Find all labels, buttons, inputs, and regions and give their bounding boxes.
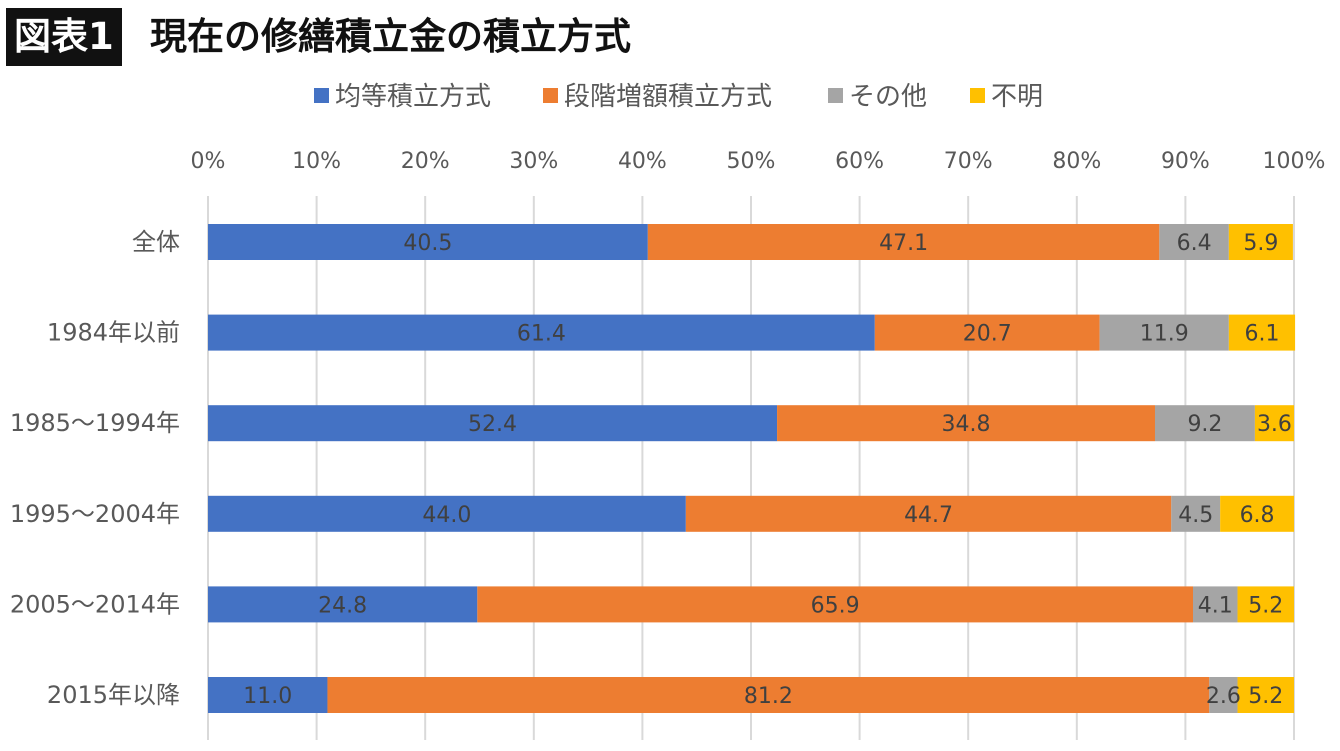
category-label: 1985〜1994年	[10, 409, 180, 437]
x-tick-label: 100%	[1263, 149, 1326, 174]
x-tick-label: 30%	[509, 149, 558, 174]
chart-title: 現在の修繕積立金の積立方式	[150, 15, 631, 58]
bar-segment	[1209, 677, 1238, 713]
figure-header: 図表1 現在の修繕積立金の積立方式	[0, 0, 1340, 70]
x-tick-label: 50%	[727, 149, 776, 174]
figure-number-badge: 図表1	[6, 8, 122, 66]
data-label: 65.9	[811, 593, 860, 618]
bar-segment	[1237, 677, 1294, 713]
data-label: 2.6	[1206, 684, 1241, 709]
data-label: 11.9	[1140, 322, 1189, 347]
chart-legend: 均等積立方式 段階増額積立方式 その他 不明	[314, 82, 1043, 112]
bar-segment	[1228, 224, 1293, 260]
data-label: 5.9	[1243, 231, 1278, 256]
x-tick-label: 40%	[618, 149, 667, 174]
category-label: 2005〜2014年	[10, 590, 180, 618]
data-label: 4.1	[1198, 593, 1233, 618]
bar-segment	[1171, 495, 1221, 532]
x-axis-ticks: 0% 10% 20% 30% 40% 50% 60% 70% 80% 90% 100%	[191, 149, 1326, 174]
bar-segment	[874, 314, 1100, 351]
bar-segments	[208, 224, 1296, 713]
legend-swatch	[828, 88, 843, 103]
bar-segment	[208, 586, 478, 623]
legend-label: 段階増額積立方式	[564, 82, 772, 112]
data-label: 34.8	[942, 412, 991, 437]
bar-segment	[647, 224, 1160, 260]
category-label: 全体	[132, 228, 180, 256]
bar-segment	[1237, 586, 1294, 623]
bar-segment	[208, 495, 686, 532]
x-tick-label: 10%	[292, 149, 341, 174]
chart-gridlines	[207, 196, 1295, 740]
legend-swatch	[543, 88, 558, 103]
bar-segment	[208, 314, 875, 351]
data-label: 81.2	[744, 684, 793, 709]
bar-segment	[1220, 495, 1294, 532]
data-label: 6.4	[1177, 231, 1212, 256]
data-label: 47.1	[879, 231, 928, 256]
data-label: 3.6	[1257, 412, 1292, 437]
x-tick-label: 70%	[944, 149, 993, 174]
data-label: 6.8	[1240, 503, 1275, 528]
bar-segment	[1193, 586, 1238, 623]
y-axis-categories: 全体 1984年以前 1985〜1994年 1995〜2004年 2005〜2014年 2…	[10, 228, 180, 709]
bar-segment	[1228, 314, 1296, 351]
data-label: 5.2	[1248, 684, 1283, 709]
data-labels: 40.5 47.1 6.4 5.9 61.4 20.7 11.9 6.1 52.4 34.8 9.2…	[243, 231, 1292, 709]
bar-segment	[208, 677, 328, 713]
bar-segment	[777, 405, 1155, 442]
x-tick-label: 90%	[1161, 149, 1210, 174]
bar-segment	[1254, 405, 1294, 442]
legend-swatch	[314, 88, 329, 103]
category-label: 2015年以降	[47, 681, 180, 709]
legend-label: その他	[849, 82, 927, 112]
data-label: 20.7	[963, 322, 1012, 347]
legend-swatch	[970, 88, 985, 103]
data-label: 6.1	[1244, 322, 1279, 347]
legend-label: 不明	[991, 82, 1043, 112]
bar-segment	[1099, 314, 1229, 351]
data-label: 4.5	[1178, 503, 1213, 528]
bar-segment	[208, 405, 778, 442]
data-label: 40.5	[403, 231, 452, 256]
data-label: 11.0	[243, 684, 292, 709]
legend-label: 均等積立方式	[335, 82, 491, 112]
bar-segment	[1154, 405, 1255, 442]
bar-segment	[685, 495, 1172, 532]
x-tick-label: 80%	[1052, 149, 1101, 174]
x-tick-label: 20%	[401, 149, 450, 174]
data-label: 44.7	[904, 503, 953, 528]
data-label: 9.2	[1187, 412, 1222, 437]
bar-segment	[327, 677, 1210, 713]
bar-segment	[1159, 224, 1229, 260]
data-label: 52.4	[468, 412, 517, 437]
data-label: 5.2	[1248, 593, 1283, 618]
x-tick-label: 0%	[191, 149, 226, 174]
x-tick-label: 60%	[835, 149, 884, 174]
data-label: 61.4	[517, 322, 566, 347]
bar-segment	[477, 586, 1194, 623]
data-label: 44.0	[422, 503, 471, 528]
category-label: 1984年以前	[47, 319, 180, 347]
category-label: 1995〜2004年	[10, 500, 180, 528]
data-label: 24.8	[318, 593, 367, 618]
bar-segment	[208, 224, 648, 260]
